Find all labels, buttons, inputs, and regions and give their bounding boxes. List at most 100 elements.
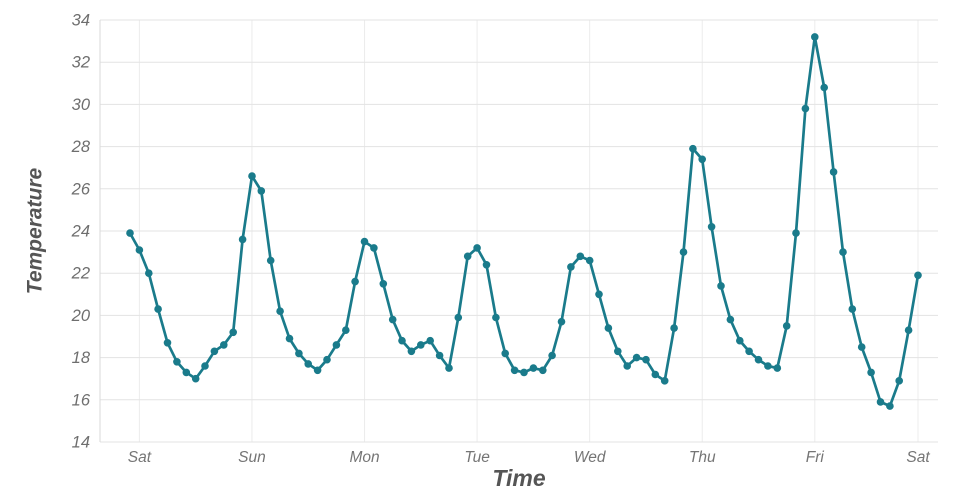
temperature-series bbox=[126, 33, 922, 410]
data-point-marker bbox=[492, 313, 500, 322]
y-tick-label: 14 bbox=[72, 434, 90, 452]
data-point-marker bbox=[886, 402, 894, 410]
x-tick-label: Wed bbox=[574, 449, 607, 466]
data-point-marker bbox=[670, 324, 678, 332]
data-point-marker bbox=[585, 256, 594, 265]
data-point-marker bbox=[726, 315, 735, 324]
data-point-marker bbox=[848, 305, 857, 313]
data-point-marker bbox=[304, 360, 313, 368]
data-point-marker bbox=[707, 223, 716, 231]
data-point-marker bbox=[764, 362, 772, 370]
y-axis-title: Temperature bbox=[24, 167, 47, 294]
data-point-marker bbox=[595, 290, 603, 299]
data-point-marker bbox=[510, 366, 519, 375]
x-tick-label: Sun bbox=[238, 449, 266, 466]
data-point-marker bbox=[163, 339, 172, 347]
data-point-marker bbox=[811, 33, 819, 41]
data-point-marker bbox=[370, 244, 378, 252]
data-point-marker bbox=[154, 305, 162, 313]
y-tick-label: 30 bbox=[72, 96, 91, 114]
data-point-marker bbox=[717, 282, 725, 290]
data-point-marker bbox=[135, 246, 144, 254]
x-tick-label: Tue bbox=[464, 449, 490, 466]
data-point-marker bbox=[351, 277, 359, 286]
data-point-marker bbox=[782, 322, 791, 330]
data-point-marker bbox=[257, 187, 266, 195]
y-tick-label: 24 bbox=[71, 223, 90, 241]
data-point-marker bbox=[295, 349, 303, 358]
data-point-marker bbox=[182, 368, 191, 377]
y-tick-label: 28 bbox=[71, 138, 91, 156]
data-point-marker bbox=[323, 355, 331, 364]
y-tick-label: 34 bbox=[72, 12, 90, 30]
data-point-marker bbox=[126, 229, 134, 237]
data-point-marker bbox=[463, 252, 472, 261]
data-point-marker bbox=[388, 315, 397, 324]
data-point-marker bbox=[229, 328, 237, 337]
x-axis-title: Time bbox=[492, 465, 545, 491]
data-point-marker bbox=[238, 235, 247, 244]
data-point-marker bbox=[642, 355, 650, 364]
data-point-marker bbox=[829, 168, 838, 176]
gridlines bbox=[99, 19, 938, 443]
data-point-marker bbox=[285, 334, 294, 343]
data-point-marker bbox=[435, 351, 444, 360]
data-point-marker bbox=[557, 317, 566, 326]
data-point-marker bbox=[398, 336, 406, 345]
data-point-marker bbox=[417, 341, 425, 349]
data-point-marker bbox=[689, 144, 697, 153]
data-point-marker bbox=[379, 280, 388, 288]
data-point-marker bbox=[773, 364, 782, 372]
y-tick-label: 32 bbox=[72, 54, 90, 72]
data-point-marker bbox=[745, 347, 753, 356]
data-point-marker bbox=[332, 341, 341, 349]
data-point-marker bbox=[220, 341, 228, 349]
data-point-marker bbox=[407, 347, 416, 356]
data-point-marker bbox=[539, 366, 547, 375]
data-point-marker bbox=[679, 248, 688, 256]
data-point-marker bbox=[145, 269, 153, 278]
x-tick-label: Fri bbox=[806, 449, 825, 466]
data-point-marker bbox=[876, 398, 885, 406]
data-point-marker bbox=[266, 256, 275, 265]
data-point-marker bbox=[248, 172, 256, 180]
data-point-marker bbox=[360, 237, 369, 246]
data-point-marker bbox=[567, 263, 575, 271]
x-tick-label: Sat bbox=[128, 449, 152, 466]
data-point-marker bbox=[895, 377, 903, 385]
data-point-marker bbox=[445, 364, 453, 372]
data-point-marker bbox=[801, 104, 810, 113]
data-point-marker bbox=[698, 155, 706, 164]
data-point-marker bbox=[604, 324, 613, 332]
data-point-marker bbox=[792, 229, 800, 237]
data-point-marker bbox=[313, 366, 322, 375]
data-point-marker bbox=[482, 261, 491, 269]
data-point-marker bbox=[201, 362, 209, 370]
data-point-marker bbox=[548, 351, 556, 360]
y-tick-label: 18 bbox=[72, 349, 91, 367]
data-point-marker bbox=[614, 347, 622, 356]
y-tick-label: 22 bbox=[71, 265, 90, 283]
y-tick-label: 20 bbox=[71, 307, 91, 325]
data-point-marker bbox=[529, 364, 538, 372]
x-tick-label: Sat bbox=[906, 449, 930, 466]
data-point-marker bbox=[736, 336, 744, 345]
x-tick-label: Mon bbox=[349, 449, 379, 466]
data-point-marker bbox=[191, 374, 200, 383]
data-point-marker bbox=[454, 313, 463, 322]
data-point-marker bbox=[839, 248, 847, 256]
data-point-marker bbox=[914, 271, 922, 280]
y-tick-label: 26 bbox=[71, 180, 91, 198]
data-point-marker bbox=[904, 326, 913, 335]
data-point-marker bbox=[623, 362, 631, 370]
data-point-marker bbox=[632, 353, 641, 362]
data-point-marker bbox=[576, 252, 585, 261]
data-point-marker bbox=[867, 368, 875, 377]
data-point-marker bbox=[276, 307, 284, 316]
data-point-marker bbox=[651, 370, 660, 379]
y-tick-label: 16 bbox=[72, 391, 91, 409]
data-point-marker bbox=[210, 347, 219, 356]
temperature-line bbox=[128, 35, 920, 408]
